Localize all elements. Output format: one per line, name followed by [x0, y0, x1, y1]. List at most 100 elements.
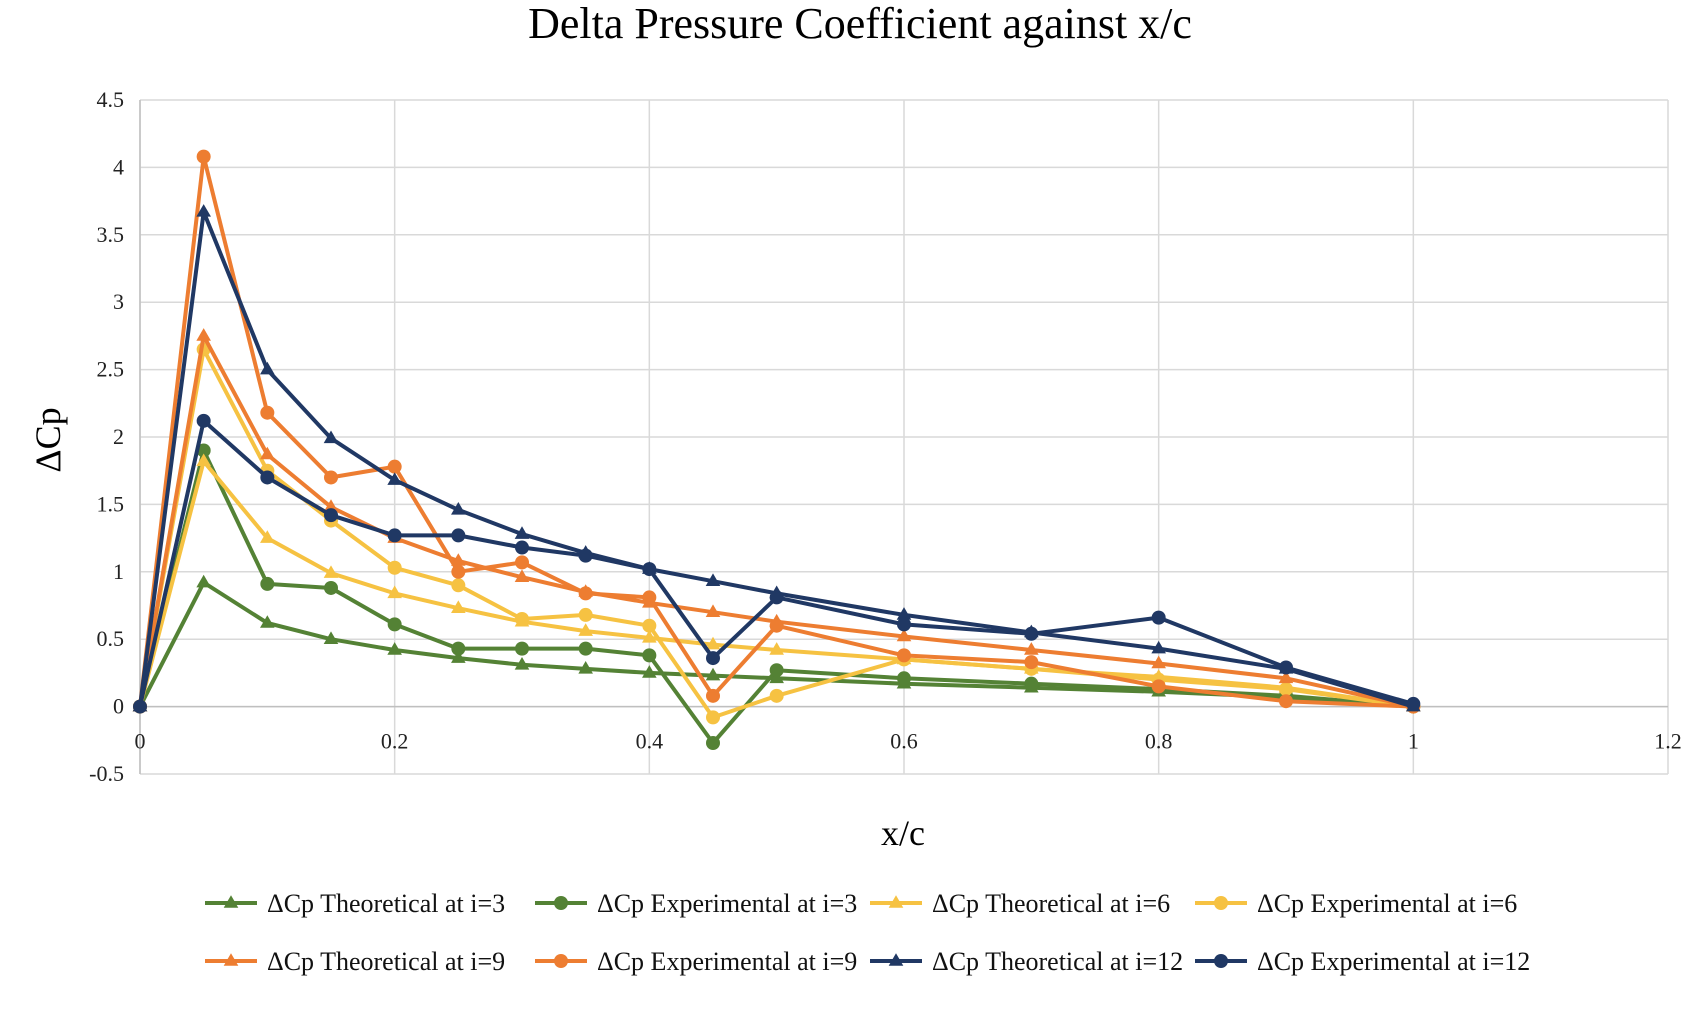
data-point	[769, 663, 784, 678]
legend-label: ΔCp Experimental at i=6	[1257, 889, 1517, 918]
data-point	[387, 528, 402, 543]
y-tick-label: 1.5	[97, 491, 125, 516]
series-line	[138, 154, 1414, 709]
x-axis-label: x/c	[881, 813, 925, 853]
data-point	[451, 578, 466, 593]
legend-label: ΔCp Theoretical at i=9	[267, 947, 505, 976]
data-point	[514, 657, 530, 670]
data-point	[578, 586, 593, 601]
data-point	[323, 499, 339, 512]
data-point	[706, 651, 720, 666]
data-point	[323, 631, 339, 644]
data-point	[1024, 642, 1039, 655]
data-point	[705, 573, 721, 587]
legend-item: ΔCp Theoretical at i=12	[870, 947, 1183, 976]
data-point	[578, 607, 593, 622]
data-point	[196, 413, 211, 428]
legend: ΔCp Theoretical at i=3 ΔCp Experimental a…	[205, 889, 1530, 976]
data-point	[769, 642, 784, 655]
data-point	[260, 446, 275, 460]
y-tick-label: 3	[113, 289, 124, 314]
legend-marker	[888, 953, 904, 966]
y-axis-label: ΔCp	[28, 407, 68, 472]
chart-title: Delta Pressure Coefficient against x/c	[528, 0, 1192, 48]
data-point	[897, 671, 911, 686]
data-point	[1279, 660, 1293, 675]
data-point	[323, 430, 339, 444]
data-point	[1024, 655, 1039, 670]
data-point	[642, 665, 657, 678]
data-point	[896, 607, 912, 620]
data-point	[1279, 694, 1293, 709]
data-point	[451, 600, 466, 613]
data-point	[196, 149, 211, 164]
data-point	[1151, 610, 1166, 625]
data-point	[515, 540, 529, 555]
x-tick-label: 1	[1408, 729, 1419, 754]
legend-item: ΔCp Theoretical at i=9	[205, 947, 505, 976]
data-point	[451, 641, 466, 656]
data-point	[196, 328, 211, 341]
legend-item: ΔCp Experimental at i=9	[535, 947, 857, 976]
data-point	[514, 569, 530, 582]
y-tick-label: 0	[113, 694, 124, 719]
data-point	[769, 688, 784, 703]
data-point	[642, 562, 657, 577]
data-point	[515, 611, 529, 626]
tick-labels: -0.5 0 0.5 1 1.5 2 2.5 3 3.5 4 4.5 0 0.2 0.4 0.6 0.8 1 1.…	[89, 87, 1682, 786]
data-point	[578, 623, 593, 636]
legend-marker	[554, 896, 568, 910]
data-point	[1151, 655, 1166, 669]
series-7	[132, 204, 1421, 712]
series-line	[138, 580, 1414, 709]
data-point	[324, 470, 338, 485]
data-point	[1024, 626, 1039, 641]
data-point	[515, 641, 529, 656]
series-8	[133, 413, 1421, 714]
legend-item: ΔCp Theoretical at i=6	[870, 889, 1170, 918]
data-point	[387, 560, 402, 575]
data-point	[1151, 640, 1166, 654]
data-point	[260, 405, 275, 420]
data-point	[1279, 682, 1293, 697]
data-point	[642, 618, 657, 633]
y-tick-label: 3.5	[97, 222, 125, 247]
y-tick-label: 2	[113, 424, 124, 449]
legend-item: ΔCp Experimental at i=3	[535, 889, 857, 918]
data-point	[260, 615, 275, 628]
data-point	[897, 648, 911, 663]
legend-marker	[223, 953, 239, 966]
x-tick-label: 0.2	[381, 729, 409, 754]
data-point	[642, 590, 657, 605]
data-point	[260, 530, 275, 543]
series-line	[138, 448, 1414, 745]
legend-label: ΔCp Experimental at i=9	[597, 947, 857, 976]
y-tick-label: 0.5	[97, 626, 125, 651]
legend-marker	[554, 954, 568, 968]
data-point	[451, 501, 466, 515]
data-point	[387, 642, 402, 655]
data-point	[387, 617, 402, 632]
x-tick-label: 0.6	[890, 729, 918, 754]
data-point	[897, 617, 911, 632]
x-tick-label: 0.4	[636, 729, 664, 754]
data-point	[260, 576, 275, 591]
x-tick-label: 0.8	[1145, 729, 1173, 754]
data-point	[133, 699, 147, 714]
data-point	[1151, 679, 1166, 694]
data-point	[706, 735, 720, 750]
legend-item: ΔCp Experimental at i=12	[1195, 947, 1530, 976]
data-point	[323, 565, 339, 578]
series-line	[138, 347, 1414, 720]
legend-item: ΔCp Theoretical at i=3	[205, 889, 505, 918]
data-point	[769, 590, 784, 605]
legend-label: ΔCp Theoretical at i=12	[932, 947, 1183, 976]
legend-label: ΔCp Theoretical at i=6	[932, 889, 1170, 918]
data-point	[196, 574, 211, 588]
data-point	[451, 528, 466, 543]
data-point	[642, 630, 657, 643]
data-point	[706, 688, 720, 703]
legend-marker	[1214, 896, 1228, 910]
series-line	[138, 418, 1414, 708]
